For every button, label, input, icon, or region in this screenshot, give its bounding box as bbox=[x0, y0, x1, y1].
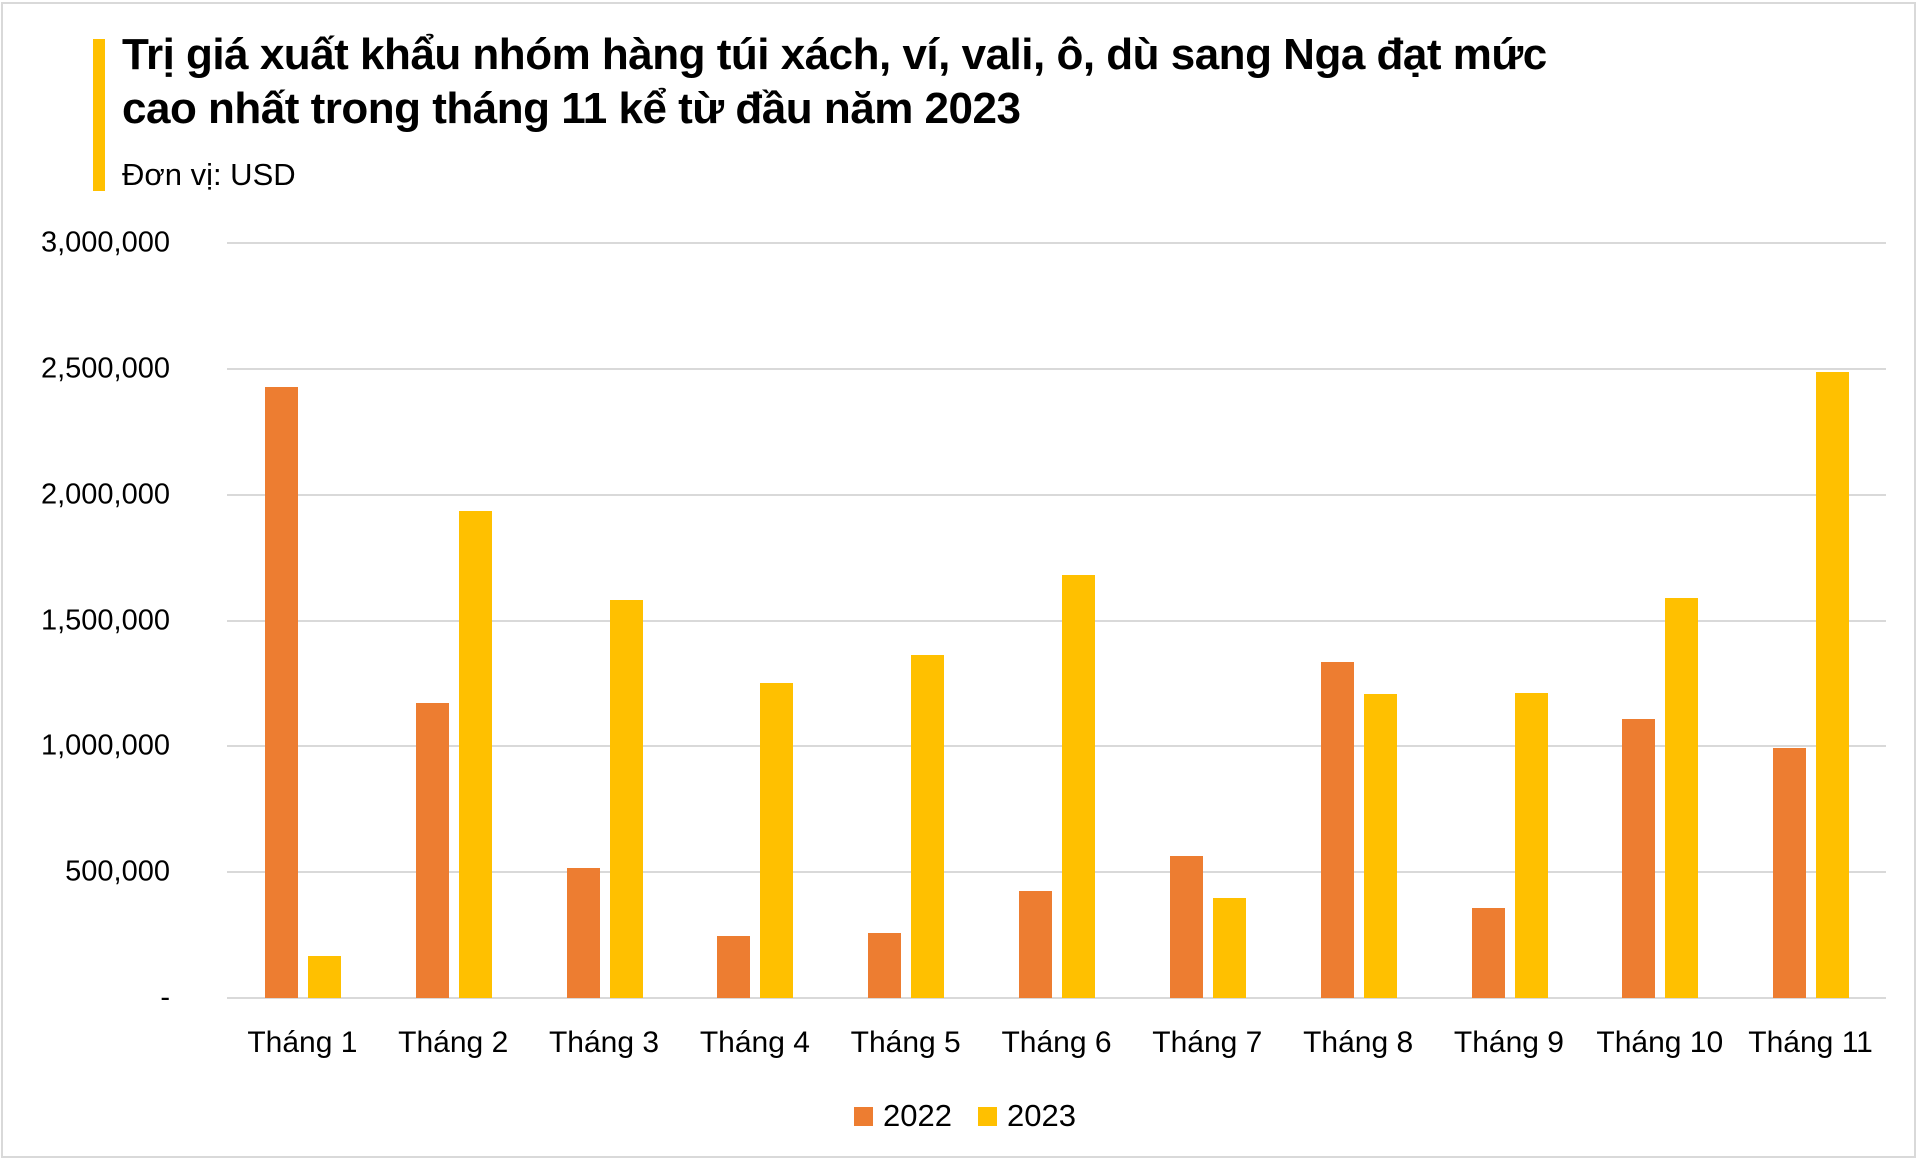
bar-2023-9 bbox=[1514, 693, 1548, 998]
x-axis-category-label: Tháng 6 bbox=[1001, 1026, 1112, 1059]
y-axis-tick-label: 1,000,000 bbox=[40, 729, 170, 762]
x-axis-category-label: Tháng 10 bbox=[1596, 1026, 1724, 1059]
x-axis-category-label: Tháng 7 bbox=[1152, 1026, 1263, 1059]
chart-title-line-1: Trị giá xuất khẩu nhóm hàng túi xách, ví… bbox=[122, 30, 1547, 79]
unit-label: Đơn vị: USD bbox=[122, 157, 296, 192]
gridline bbox=[227, 242, 1886, 244]
y-axis-tick-label: 2,500,000 bbox=[40, 352, 170, 385]
x-axis-category-label: Tháng 2 bbox=[398, 1026, 509, 1059]
bar-2022-8 bbox=[1320, 661, 1354, 998]
bar-2022-1 bbox=[265, 386, 298, 998]
bar-2022-3 bbox=[566, 868, 600, 998]
bar-2022-5 bbox=[868, 933, 902, 998]
bar-2022-6 bbox=[1019, 891, 1053, 998]
chart-title: Trị giá xuất khẩu nhóm hàng túi xách, ví… bbox=[122, 28, 1842, 136]
bar-2022-10 bbox=[1622, 719, 1656, 998]
legend-item-2022: 2022 bbox=[854, 1098, 952, 1134]
bar-2023-7 bbox=[1212, 897, 1246, 998]
gridline bbox=[227, 619, 1886, 622]
x-axis-category-label: Tháng 11 bbox=[1748, 1026, 1873, 1059]
bar-2023-2 bbox=[458, 511, 492, 998]
gridline bbox=[227, 367, 1886, 370]
legend-swatch-2022 bbox=[854, 1106, 873, 1126]
gridline bbox=[227, 493, 1886, 496]
legend-label-2022: 2022 bbox=[883, 1098, 952, 1133]
y-axis-tick-label: 2,000,000 bbox=[40, 478, 170, 511]
bar-2022-9 bbox=[1471, 908, 1505, 998]
x-axis-category-label: Tháng 1 bbox=[247, 1026, 358, 1059]
y-axis-tick-label: - bbox=[160, 981, 170, 1014]
bar-2023-11 bbox=[1816, 371, 1850, 998]
bar-2023-6 bbox=[1062, 574, 1096, 998]
title-accent-bar bbox=[93, 39, 105, 191]
gridline bbox=[227, 997, 1886, 999]
bar-2022-11 bbox=[1773, 747, 1807, 998]
gridline bbox=[227, 745, 1886, 748]
bar-2022-7 bbox=[1169, 856, 1203, 998]
x-axis-category-label: Tháng 9 bbox=[1453, 1026, 1564, 1059]
x-axis-category-label: Tháng 5 bbox=[850, 1026, 961, 1059]
y-axis-tick-label: 1,500,000 bbox=[40, 604, 170, 636]
bar-2022-4 bbox=[717, 936, 751, 998]
chart-title-line-2: cao nhất trong tháng 11 kể từ đầu năm 20… bbox=[122, 84, 1021, 133]
x-axis-category-label: Tháng 4 bbox=[699, 1026, 810, 1059]
gridline bbox=[227, 871, 1886, 874]
x-axis-category-label: Tháng 3 bbox=[548, 1026, 660, 1059]
bar-2023-8 bbox=[1363, 694, 1397, 998]
legend-label-2023: 2023 bbox=[1006, 1098, 1076, 1133]
legend-item-2023: 2023 bbox=[977, 1098, 1076, 1134]
bar-2023-5 bbox=[911, 655, 945, 998]
y-axis-tick-label: 500,000 bbox=[65, 855, 170, 888]
bar-2023-10 bbox=[1665, 598, 1699, 998]
bar-2023-1 bbox=[308, 955, 341, 998]
bar-2023-3 bbox=[609, 599, 643, 998]
legend: 2022 2023 bbox=[854, 1098, 1102, 1134]
bar-2023-4 bbox=[760, 682, 794, 998]
x-axis-category-label: Tháng 8 bbox=[1303, 1026, 1414, 1059]
y-axis-tick-label: 3,000,000 bbox=[40, 226, 170, 259]
legend-swatch-2023 bbox=[977, 1106, 997, 1126]
bar-2022-2 bbox=[415, 702, 449, 998]
